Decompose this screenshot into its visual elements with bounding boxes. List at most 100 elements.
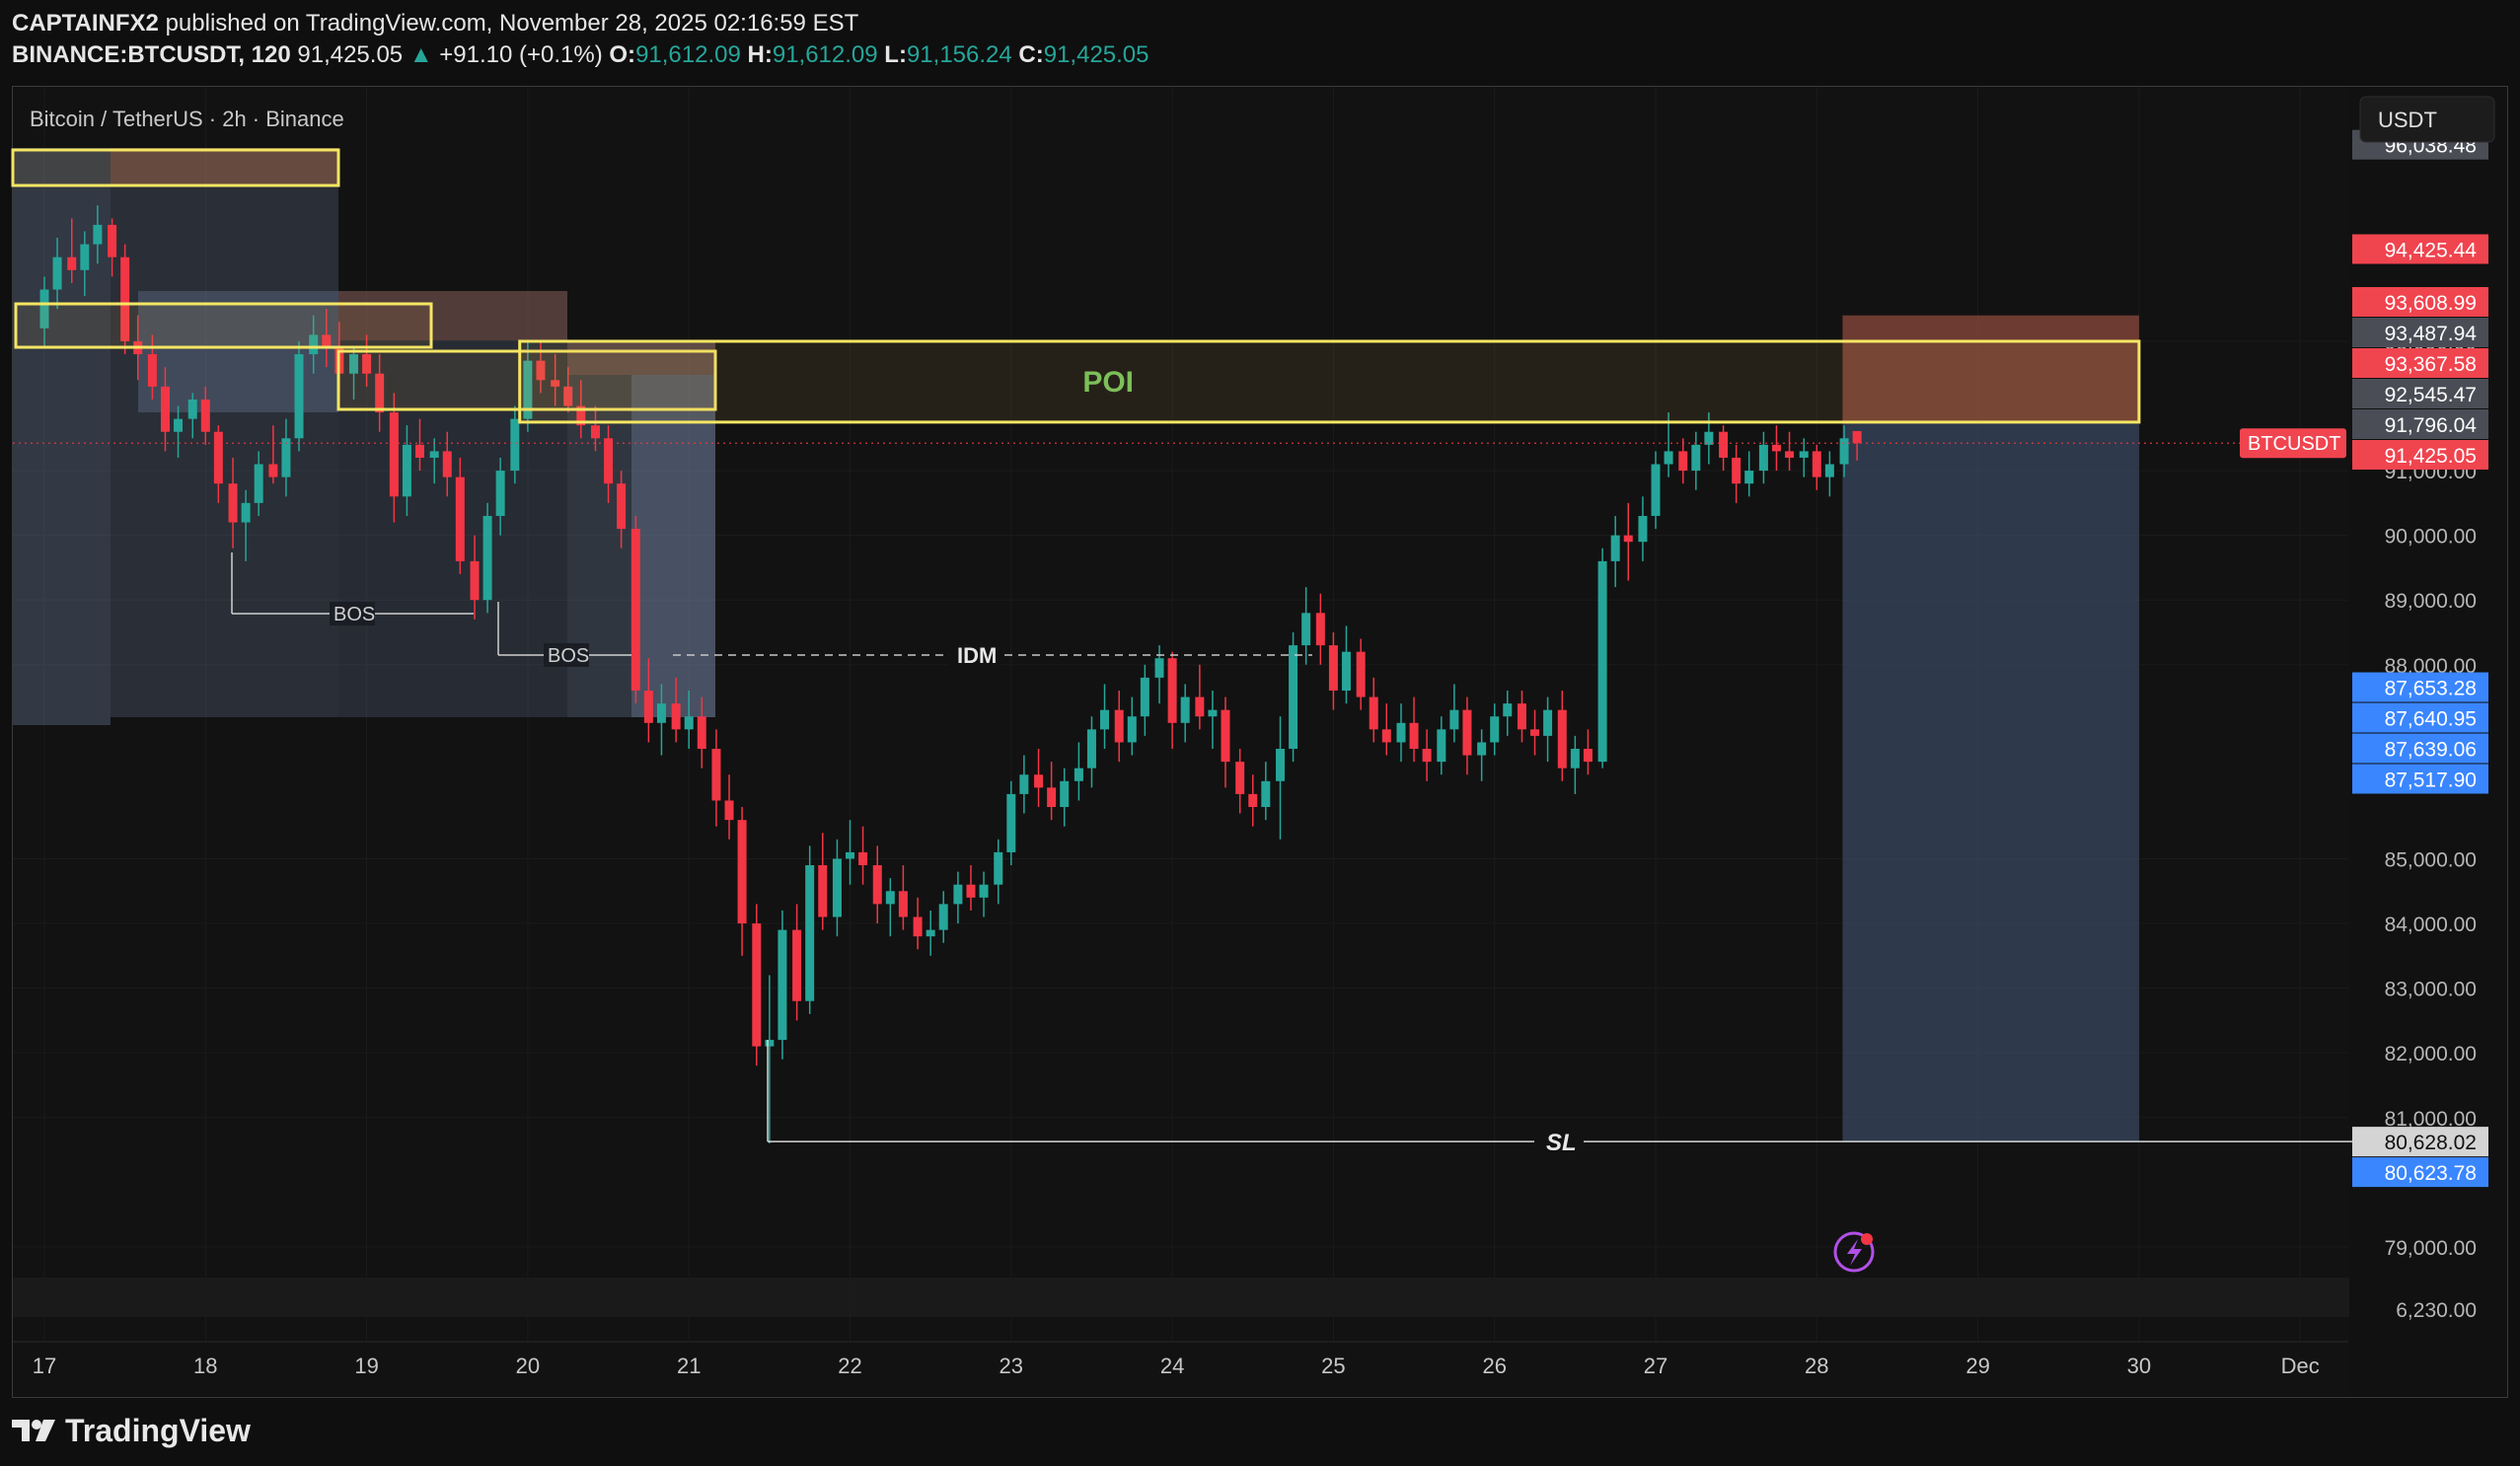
candle-body <box>108 224 117 257</box>
candle-body <box>470 560 480 601</box>
candle-body <box>402 444 411 497</box>
candle-body <box>67 257 77 270</box>
currency-button[interactable]: USDT <box>2359 96 2495 143</box>
candle-body <box>1060 780 1070 808</box>
candle-body <box>482 515 492 601</box>
sl-label: SL <box>1546 1130 1577 1156</box>
candle-body <box>1678 451 1688 472</box>
candle-body <box>1154 658 1164 678</box>
candle-body <box>1597 560 1607 763</box>
candle-body <box>1422 749 1432 763</box>
price-tick-label: 88,000.00 <box>2385 655 2477 678</box>
chart-title: Bitcoin / TetherUS · 2h · Binance <box>30 107 344 131</box>
candle-body <box>1799 451 1809 458</box>
price-label: 87,640.95 <box>2385 708 2477 731</box>
candle-body <box>1719 431 1729 458</box>
poi-label: POI <box>1082 366 1134 399</box>
lightning-icon[interactable] <box>1833 1231 1875 1273</box>
candle-body <box>1557 709 1567 769</box>
candle-body <box>309 334 319 355</box>
candle-body <box>979 884 989 898</box>
price-tick-label: 84,000.00 <box>2385 914 2477 936</box>
candle-body <box>1785 451 1795 458</box>
time-tick-label: Dec <box>2281 1354 2320 1378</box>
price-tick-label: 79,000.00 <box>2385 1237 2477 1260</box>
sl-label-bg <box>1534 1126 1584 1158</box>
time-tick-label: 18 <box>193 1354 217 1378</box>
candle-body <box>1315 613 1325 646</box>
price-tick-label: 89,000.00 <box>2385 590 2477 613</box>
candle-body <box>510 418 520 472</box>
time-tick-label: 28 <box>1805 1354 1828 1378</box>
candle-body <box>1771 444 1781 452</box>
candle-body <box>1221 709 1230 763</box>
zone-box <box>111 148 338 717</box>
symbol-tag[interactable] <box>2240 428 2346 459</box>
candle-body <box>1490 716 1500 743</box>
candle-body <box>1664 451 1673 465</box>
candle-body <box>241 502 251 523</box>
idm-label: IDM <box>957 643 997 668</box>
candle-body <box>1638 515 1648 543</box>
price-tick-label: 83,000.00 <box>2385 979 2477 1001</box>
tradingview-logo[interactable]: TradingView <box>12 1409 251 1452</box>
candle-body <box>590 425 600 439</box>
candle-body <box>1019 774 1029 794</box>
price-tick-label: 82,000.00 <box>2385 1043 2477 1065</box>
price-label: 91,425.05 <box>2385 445 2477 468</box>
high-label: H: <box>747 41 773 68</box>
price-label-box <box>2352 234 2488 264</box>
price-label-box <box>2352 348 2488 379</box>
candle-body <box>1651 464 1661 516</box>
time-tick-label: 27 <box>1644 1354 1668 1378</box>
candle-body <box>1437 729 1446 763</box>
price-label: 80,628.02 <box>2385 1132 2477 1154</box>
bos-label: BOS <box>548 645 589 667</box>
price-label-box <box>2352 1157 2488 1188</box>
candle-body <box>1570 749 1580 769</box>
zone-box <box>138 291 338 412</box>
bos-label: BOS <box>334 604 375 625</box>
candle-body <box>174 418 184 432</box>
price-label-box <box>2352 764 2488 794</box>
zones <box>13 148 2139 1142</box>
price-label: 93,367.58 <box>2385 353 2477 376</box>
price-tick-label: 85,000.00 <box>2385 848 2477 871</box>
price-label-box <box>2352 379 2488 409</box>
publisher-name[interactable]: CAPTAINFX2 <box>12 10 159 37</box>
chart-header: CAPTAINFX2 published on TradingView.com,… <box>12 8 1149 71</box>
price-label-box <box>2352 409 2488 440</box>
bos-label-bg <box>544 643 589 667</box>
candle-body <box>1758 444 1768 472</box>
yellow-box <box>11 148 340 187</box>
time-tick-label: 17 <box>33 1354 56 1378</box>
candle-body <box>80 244 90 270</box>
candle-body <box>1301 613 1311 646</box>
price-label: 94,425.44 <box>2385 239 2478 261</box>
idm-label-bg <box>949 638 999 669</box>
candle-body <box>617 483 627 530</box>
candle-body <box>953 884 963 905</box>
candle-body <box>752 923 762 1047</box>
price-label: 92,545.47 <box>2385 384 2477 406</box>
time-axis: 17 18 19 20 21 22 23 24 25 26 27 28 29 30 Dec <box>33 1354 2320 1378</box>
brand-name: TradingView <box>65 1412 251 1448</box>
symbol-tag-label: BTCUSDT <box>2248 433 2340 455</box>
candle-body <box>576 405 586 426</box>
candle-body <box>228 483 238 523</box>
yellow-box <box>14 302 433 349</box>
candle-body <box>1261 780 1271 808</box>
price-tick-label: 90,000.00 <box>2385 526 2477 549</box>
candle-body <box>281 438 291 477</box>
candle-body <box>846 851 854 859</box>
candle-body <box>120 257 130 341</box>
candle-body <box>737 820 747 924</box>
price-label-box <box>2352 1127 2488 1157</box>
candle-body <box>1167 658 1177 723</box>
candle-body <box>1477 742 1487 756</box>
candle-body <box>1543 709 1553 736</box>
low-value: 91,156.24 <box>906 41 1012 68</box>
time-tick-label: 25 <box>1321 1354 1345 1378</box>
candles <box>39 205 1862 1143</box>
